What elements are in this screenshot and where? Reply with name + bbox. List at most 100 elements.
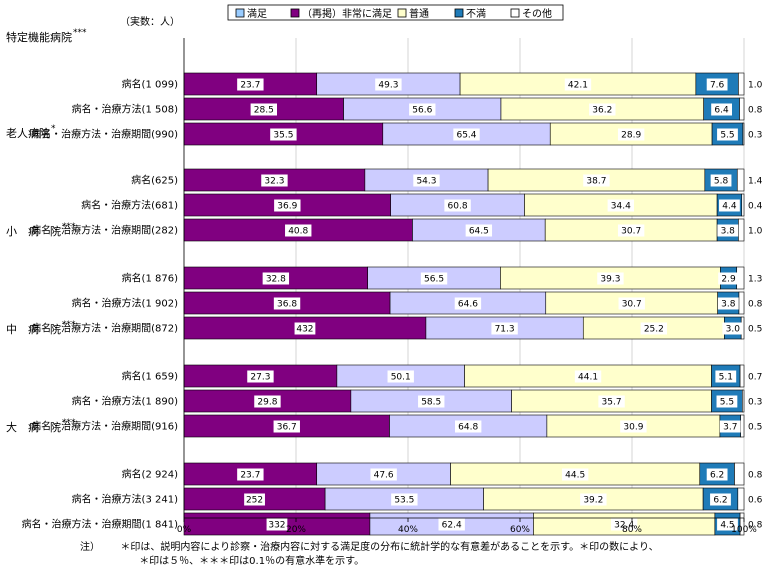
data-label: 432 <box>296 325 313 335</box>
data-label: 3.0 <box>726 325 741 335</box>
data-label-bg <box>273 420 300 433</box>
data-label-bg <box>618 297 645 310</box>
data-label: 47.6 <box>374 471 394 481</box>
data-label: 32.4 <box>614 521 634 531</box>
significance-mark: *** <box>62 320 76 330</box>
group-title: 中 病 院 <box>6 322 61 336</box>
data-label-other: 0.5 <box>748 423 762 433</box>
data-label-bg <box>237 468 264 481</box>
data-label-bg <box>453 128 480 141</box>
data-label-bg <box>454 297 482 310</box>
data-label: 49.3 <box>378 81 398 91</box>
data-label-other: 1.3 <box>748 275 762 285</box>
data-label: 39.2 <box>583 496 603 506</box>
data-label-bg <box>391 493 418 506</box>
data-label-bg <box>574 370 602 383</box>
data-label-bg <box>561 468 589 481</box>
group-title: 大 病 院 <box>6 420 61 434</box>
data-label-bg <box>418 395 445 408</box>
data-label: 64.6 <box>458 300 478 310</box>
data-label: 25.2 <box>644 325 664 335</box>
data-label: 58.5 <box>421 398 441 408</box>
legend-label: 不満 <box>466 8 486 20</box>
significance-mark: * <box>51 124 56 134</box>
data-label-bg <box>710 174 732 187</box>
data-label: 4.4 <box>722 202 737 212</box>
row-label: 病名・治療方法(3 241) <box>72 493 179 506</box>
data-label: 54.3 <box>416 177 436 187</box>
data-label-other: 1.4 <box>748 177 763 187</box>
row-label: 病名(1 659) <box>122 370 179 383</box>
row-label: 病名・治療方法(1 902) <box>72 297 179 310</box>
data-label: 28.5 <box>254 106 274 116</box>
data-label: 6.2 <box>710 471 724 481</box>
data-label: 71.3 <box>495 325 515 335</box>
bar-other <box>740 414 745 438</box>
x-tick-label: 0% <box>177 525 192 535</box>
data-label-bg <box>370 468 397 481</box>
row-label: 病名・治療方法・治療期間(872) <box>31 322 178 335</box>
data-label-bg <box>375 78 402 91</box>
data-label-other: 0.6 <box>748 496 763 506</box>
row-label: 病名(625) <box>131 174 178 187</box>
legend-label: （再掲）非常に満足 <box>302 7 392 20</box>
data-label-bg <box>589 103 616 116</box>
x-tick-label: 60% <box>510 525 530 535</box>
data-label-bg <box>250 103 277 116</box>
row-label: 病名(2 924) <box>122 468 179 481</box>
x-tick-label: 100% <box>731 525 757 535</box>
row-label: 病名(1 099) <box>122 78 179 91</box>
bar-group: 大 病 院 *** 病名(2 924) 23.7 47.6 44.5 6.2 0.8 病名・治療… <box>6 418 763 536</box>
data-label-bg <box>274 199 301 212</box>
bar-other <box>738 218 745 242</box>
data-label: 5.5 <box>720 398 734 408</box>
x-tick-label: 20% <box>286 525 306 535</box>
data-label-other: 0.7 <box>748 373 762 383</box>
data-label: 32.8 <box>266 275 286 285</box>
data-label: 30.9 <box>623 423 643 433</box>
data-label-bg <box>722 322 744 335</box>
data-label-other: 0.8 <box>748 521 763 531</box>
unit-note: （実数：人） <box>120 15 180 28</box>
bar-other <box>741 193 745 217</box>
data-label-bg <box>711 103 732 116</box>
data-label-bg <box>719 199 740 212</box>
data-label-bg <box>620 420 647 433</box>
row-label: 病名・治療方法・治療期間(990) <box>31 128 178 141</box>
data-label: 28.9 <box>621 131 641 141</box>
data-label: 39.3 <box>600 275 620 285</box>
legend: 満足 （再掲）非常に満足 普通 不満 その他 <box>227 4 564 21</box>
data-label: 5.1 <box>719 373 733 383</box>
group-title: 特定機能病院 <box>6 30 72 44</box>
data-label-bg <box>438 518 465 531</box>
data-label-other: 0.3 <box>748 131 762 141</box>
data-label-bg <box>262 272 290 285</box>
bar-other <box>737 487 745 511</box>
footnote-line-1: ＊印は、説明内容により診察・治療内容に対する満足度の分布に統計学的な有意差がある… <box>120 542 659 553</box>
data-label-bg <box>717 224 739 237</box>
data-label-other: 0.8 <box>748 471 763 481</box>
data-label: 29.8 <box>257 398 277 408</box>
bar-other <box>742 389 745 413</box>
data-label: 65.4 <box>456 131 476 141</box>
bar-other <box>738 72 745 96</box>
group-title: 小 病 院 <box>6 224 61 238</box>
data-label: 50.1 <box>391 373 411 383</box>
data-label: 23.7 <box>240 81 260 91</box>
data-label: 44.1 <box>578 373 598 383</box>
data-label-bg <box>710 493 731 506</box>
data-label-bg <box>717 128 738 141</box>
data-label-bg <box>719 420 741 433</box>
data-label: 30.7 <box>621 227 641 237</box>
data-label-bg <box>718 272 739 285</box>
data-label: 40.8 <box>288 227 308 237</box>
data-label-bg <box>244 493 265 506</box>
data-label-bg <box>237 78 264 91</box>
legend-label: その他 <box>522 7 552 20</box>
row-label: 病名・治療方法・治療期間(282) <box>31 224 178 237</box>
data-label-bg <box>270 128 297 141</box>
data-label-bg <box>607 199 634 212</box>
data-label-bg <box>261 174 288 187</box>
data-label: 5.8 <box>714 177 729 187</box>
data-label: 4.5 <box>720 521 734 531</box>
